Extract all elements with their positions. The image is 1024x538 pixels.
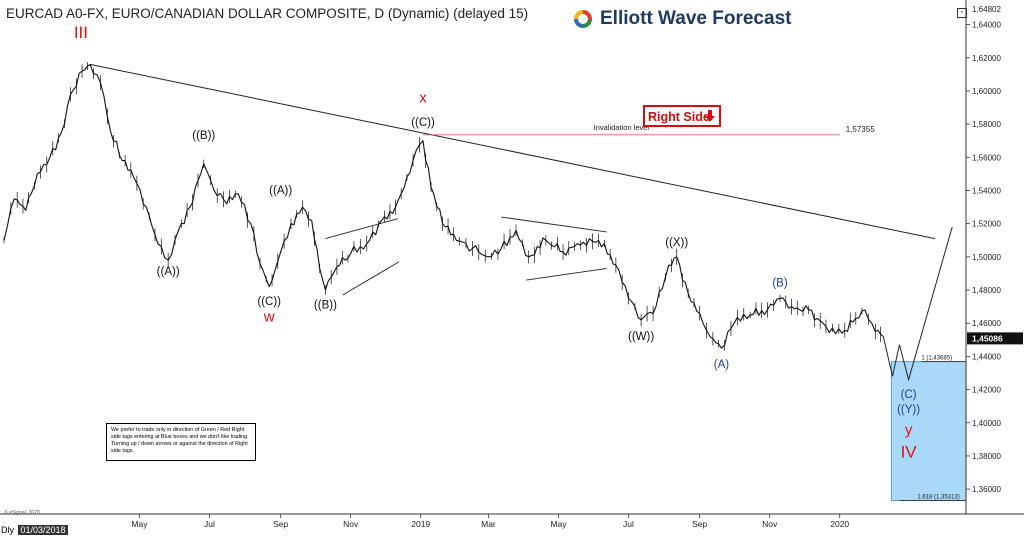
right-side-tag	[643, 105, 721, 127]
invalidation-value: 1,57355	[846, 125, 875, 134]
start-date-box: Dly 01/03/2018	[1, 520, 68, 538]
wave-label: y	[905, 421, 913, 438]
chart-title: EURCAD A0-FX, EURO/CANADIAN DOLLAR COMPO…	[6, 6, 529, 21]
x-tick-label: Mar	[481, 519, 496, 529]
x-tick-label: May	[550, 519, 567, 529]
y-tick-label: 1,58000	[972, 120, 1001, 129]
x-tick-label: Sep	[692, 519, 707, 529]
wave-label: ((W))	[628, 331, 654, 343]
channel-2-lower	[526, 268, 607, 281]
wave-label: ((C))	[411, 117, 435, 129]
interval-label: Dly	[1, 525, 14, 535]
wave-label: w	[263, 309, 275, 326]
x-tick-label: Sep	[273, 519, 288, 529]
last-price-box	[967, 332, 1023, 345]
trading-note: We prefer to trade only in direction of …	[106, 423, 256, 461]
wave-label: (B)	[772, 278, 788, 290]
y-tick-label: 1,40000	[972, 419, 1001, 428]
y-tick-label: 1,60000	[972, 87, 1001, 96]
y-tick-label: 1,46000	[972, 319, 1001, 328]
wave-label: ((A))	[269, 185, 292, 197]
x-tick-label: Jul	[204, 519, 215, 529]
channel-2-upper	[501, 216, 607, 233]
wave-label: ((Y))	[897, 404, 920, 416]
last-price-label: 1,45086	[972, 333, 1003, 343]
logo-text: Elliott Wave Forecast	[600, 8, 792, 29]
y-tick-label: 1,44000	[972, 352, 1001, 361]
top-price-label: 1,64802	[972, 5, 1001, 14]
fib-top-label: 1 (1,43685)	[921, 356, 952, 362]
x-tick-label: Jul	[623, 519, 634, 529]
y-tick-label: 1,50000	[972, 253, 1001, 262]
brand-logo: Elliott Wave Forecast	[572, 8, 791, 30]
right-side-tag-label: Right Side	[648, 110, 710, 124]
trendline	[89, 63, 936, 240]
down-arrow-icon	[705, 110, 715, 122]
settings-icon[interactable]: ▫	[957, 8, 967, 18]
channel-1-lower	[342, 261, 400, 296]
y-tick-label: 1,64000	[972, 21, 1001, 30]
wave-label: ((C))	[257, 296, 281, 308]
x-tick-label: Nov	[762, 519, 778, 529]
wave-label: IV	[901, 443, 918, 462]
wave-label: III	[74, 23, 88, 42]
y-tick-label: 1,42000	[972, 386, 1001, 395]
y-tick-label: 1,56000	[972, 153, 1001, 162]
x-tick-label: Nov	[343, 519, 359, 529]
y-tick-label: 1,36000	[972, 485, 1001, 494]
y-tick-label: 1,38000	[972, 452, 1001, 461]
wave-label: (C)	[901, 389, 917, 401]
wave-label: x	[419, 90, 427, 107]
fib-bottom-label: 1.618 (1,35313)	[917, 495, 959, 501]
projection-path	[882, 226, 953, 382]
price-series	[3, 63, 884, 349]
wave-label: ((A))	[157, 266, 180, 278]
wave-label: (A)	[714, 359, 730, 371]
wave-logo-icon	[574, 10, 592, 28]
x-tick-label: 2019	[411, 519, 430, 529]
y-tick-label: 1,48000	[972, 286, 1001, 295]
start-date-label: 01/03/2018	[18, 525, 68, 535]
y-tick-label: 1,62000	[972, 54, 1001, 63]
copyright-text: © eSignal, 2020	[4, 510, 40, 516]
x-tick-label: 2020	[830, 519, 849, 529]
wave-label: ((B))	[192, 130, 215, 142]
blue-box	[890, 361, 967, 502]
wave-label: ((X))	[665, 237, 688, 249]
invalidation-label: Invalidation level	[594, 123, 650, 132]
x-tick-label: May	[131, 519, 148, 529]
y-tick-label: 1,52000	[972, 220, 1001, 229]
y-tick-label: 1,54000	[972, 186, 1001, 195]
channel-1-upper	[325, 218, 398, 240]
wave-label: ((B))	[314, 299, 337, 311]
